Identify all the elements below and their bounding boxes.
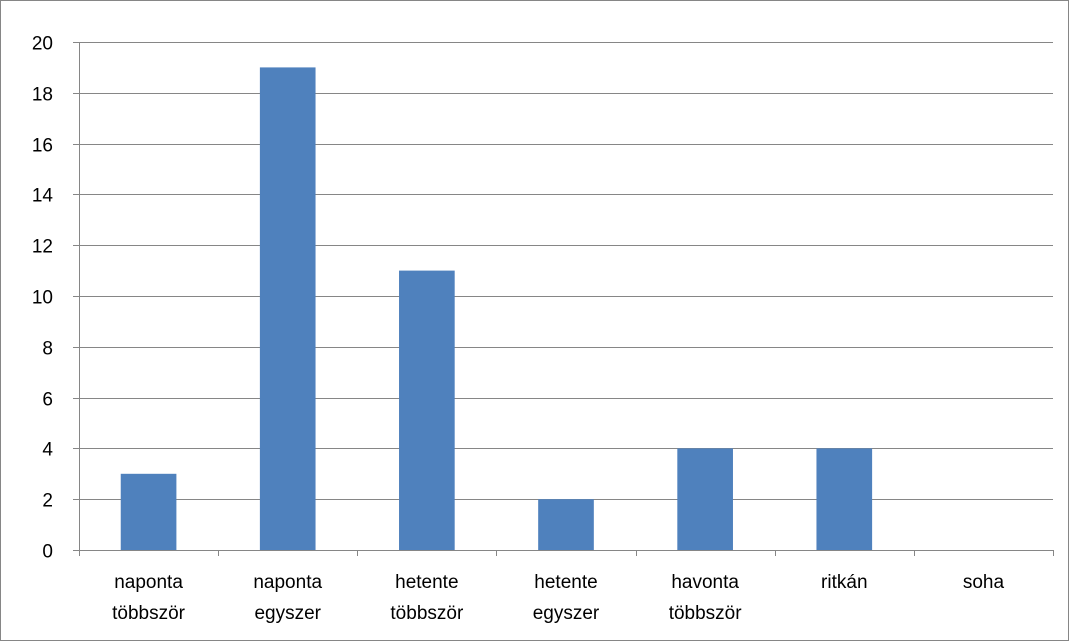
y-tick-label: 12 — [32, 237, 53, 258]
y-tick-label: 18 — [32, 85, 53, 106]
y-tick-label: 6 — [42, 390, 53, 411]
x-category-label: többször — [669, 603, 743, 624]
x-category-label: hetente — [395, 572, 458, 593]
x-category-label: soha — [963, 572, 1005, 593]
x-category-label: naponta — [114, 572, 183, 593]
bar — [399, 270, 455, 550]
x-category-label: egyszer — [254, 603, 321, 624]
bar — [259, 67, 316, 551]
y-tick-label: 20 — [32, 34, 53, 55]
x-category-label: havonta — [671, 572, 739, 593]
axes — [73, 42, 1054, 556]
x-category-label: többször — [112, 603, 186, 624]
y-tick-label: 4 — [42, 440, 53, 461]
y-tick-label: 8 — [42, 339, 53, 360]
bar — [120, 473, 177, 550]
bars — [120, 67, 873, 551]
x-category-label: többször — [390, 603, 464, 624]
y-tick-label: 10 — [32, 288, 53, 309]
bar — [538, 499, 594, 550]
y-tick-label: 2 — [42, 491, 53, 512]
x-category-label: hetente — [534, 572, 597, 593]
y-tick-label: 14 — [32, 186, 54, 207]
y-tick-label: 16 — [32, 136, 53, 157]
bar — [816, 448, 873, 550]
gridlines — [79, 42, 1053, 500]
x-category-label: egyszer — [533, 603, 600, 624]
y-tick-label: 0 — [42, 542, 53, 563]
labels: 0 2 4 6 8 10 12 14 16 18 20 naponta többször naponta e… — [32, 34, 1005, 625]
x-category-label: naponta — [253, 572, 322, 593]
bar — [677, 448, 733, 550]
x-category-label: ritkán — [821, 572, 867, 593]
